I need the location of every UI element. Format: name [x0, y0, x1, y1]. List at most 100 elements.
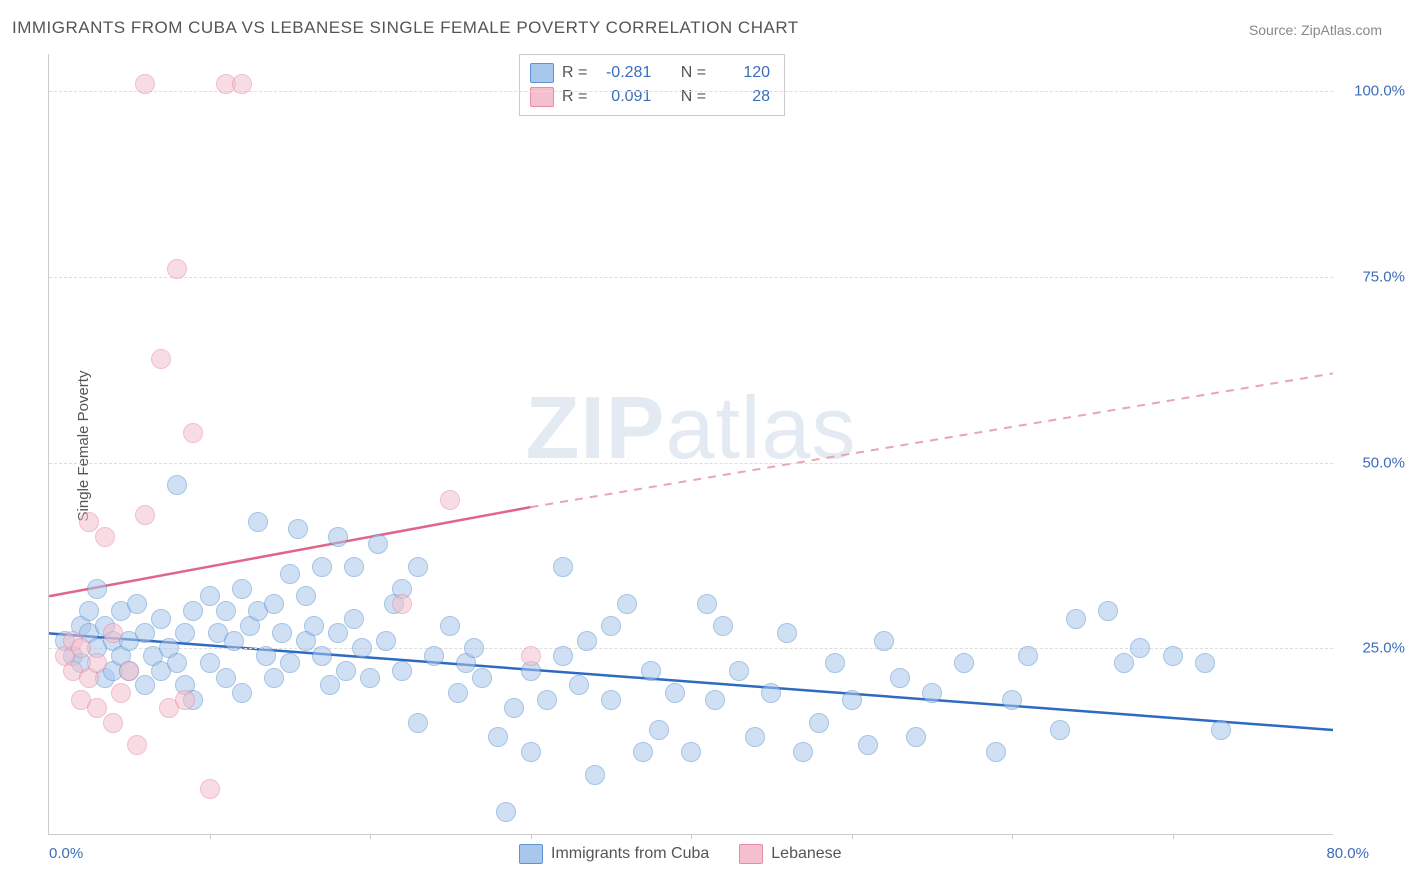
data-point	[87, 579, 107, 599]
data-point	[159, 698, 179, 718]
data-point	[304, 616, 324, 636]
data-point	[79, 623, 99, 643]
data-point	[280, 564, 300, 584]
source-label: Source: ZipAtlas.com	[1249, 22, 1382, 38]
x-tick-label-max: 80.0%	[1326, 845, 1369, 862]
chart-svg	[49, 54, 1333, 834]
data-point	[825, 653, 845, 673]
data-point	[240, 616, 260, 636]
data-point	[842, 690, 862, 710]
data-point	[777, 623, 797, 643]
data-point	[504, 698, 524, 718]
data-point	[135, 675, 155, 695]
data-point	[216, 668, 236, 688]
data-point	[456, 653, 476, 673]
data-point	[890, 668, 910, 688]
data-point	[713, 616, 733, 636]
data-point	[448, 683, 468, 703]
data-point	[1050, 720, 1070, 740]
data-point	[1098, 601, 1118, 621]
data-point	[1211, 720, 1231, 740]
data-point	[95, 527, 115, 547]
y-tick-label: 100.0%	[1354, 83, 1405, 100]
data-point	[585, 765, 605, 785]
watermark: ZIPatlas	[526, 377, 857, 479]
data-point	[496, 802, 516, 822]
x-tick	[1173, 834, 1174, 839]
x-tick	[691, 834, 692, 839]
chart-title: IMMIGRANTS FROM CUBA VS LEBANESE SINGLE …	[12, 18, 799, 38]
data-point	[521, 742, 541, 762]
gridline-h	[49, 91, 1333, 92]
data-point	[87, 698, 107, 718]
data-point	[537, 690, 557, 710]
data-point	[986, 742, 1006, 762]
data-point	[119, 661, 139, 681]
data-point	[954, 653, 974, 673]
data-point	[521, 661, 541, 681]
data-point	[360, 668, 380, 688]
data-point	[135, 623, 155, 643]
data-point	[296, 586, 316, 606]
data-point	[63, 661, 83, 681]
data-point	[71, 690, 91, 710]
data-point	[264, 668, 284, 688]
data-point	[183, 601, 203, 621]
data-point	[200, 586, 220, 606]
data-point	[705, 690, 725, 710]
data-point	[248, 512, 268, 532]
data-point	[111, 601, 131, 621]
data-point	[368, 534, 388, 554]
data-point	[127, 735, 147, 755]
data-point	[641, 661, 661, 681]
x-tick	[370, 834, 371, 839]
x-tick-label-min: 0.0%	[49, 845, 83, 862]
data-point	[344, 557, 364, 577]
gridline-h	[49, 648, 1333, 649]
data-point	[809, 713, 829, 733]
x-tick	[210, 834, 211, 839]
data-point	[1195, 653, 1215, 673]
data-point	[248, 601, 268, 621]
data-point	[569, 675, 589, 695]
gridline-h	[49, 463, 1333, 464]
data-point	[127, 594, 147, 614]
data-point	[408, 713, 428, 733]
data-point	[167, 475, 187, 495]
legend-item: Lebanese	[739, 844, 841, 864]
data-point	[151, 609, 171, 629]
data-point	[384, 594, 404, 614]
legend-label: Immigrants from Cuba	[551, 845, 709, 863]
data-point	[103, 713, 123, 733]
data-point	[119, 661, 139, 681]
data-point	[200, 653, 220, 673]
data-point	[288, 519, 308, 539]
trend-line	[531, 373, 1334, 507]
data-point	[1002, 690, 1022, 710]
data-point	[151, 661, 171, 681]
data-point	[328, 623, 348, 643]
correlation-legend-box: R =-0.281 N =120R =0.091 N =28	[519, 54, 785, 116]
data-point	[103, 623, 123, 643]
data-point	[761, 683, 781, 703]
data-point	[392, 579, 412, 599]
data-point	[681, 742, 701, 762]
legend-swatch	[739, 844, 763, 864]
data-point	[858, 735, 878, 755]
data-point	[135, 505, 155, 525]
data-point	[79, 601, 99, 621]
data-point	[553, 557, 573, 577]
data-point	[151, 349, 171, 369]
data-point	[175, 675, 195, 695]
data-point	[264, 594, 284, 614]
chart-plot-area: ZIPatlas R =-0.281 N =120R =0.091 N =28 …	[48, 54, 1333, 835]
data-point	[601, 690, 621, 710]
data-point	[440, 616, 460, 636]
data-point	[617, 594, 637, 614]
legend-label: Lebanese	[771, 845, 841, 863]
data-point	[729, 661, 749, 681]
data-point	[392, 594, 412, 614]
data-point	[175, 623, 195, 643]
data-point	[408, 557, 428, 577]
data-point	[95, 616, 115, 636]
